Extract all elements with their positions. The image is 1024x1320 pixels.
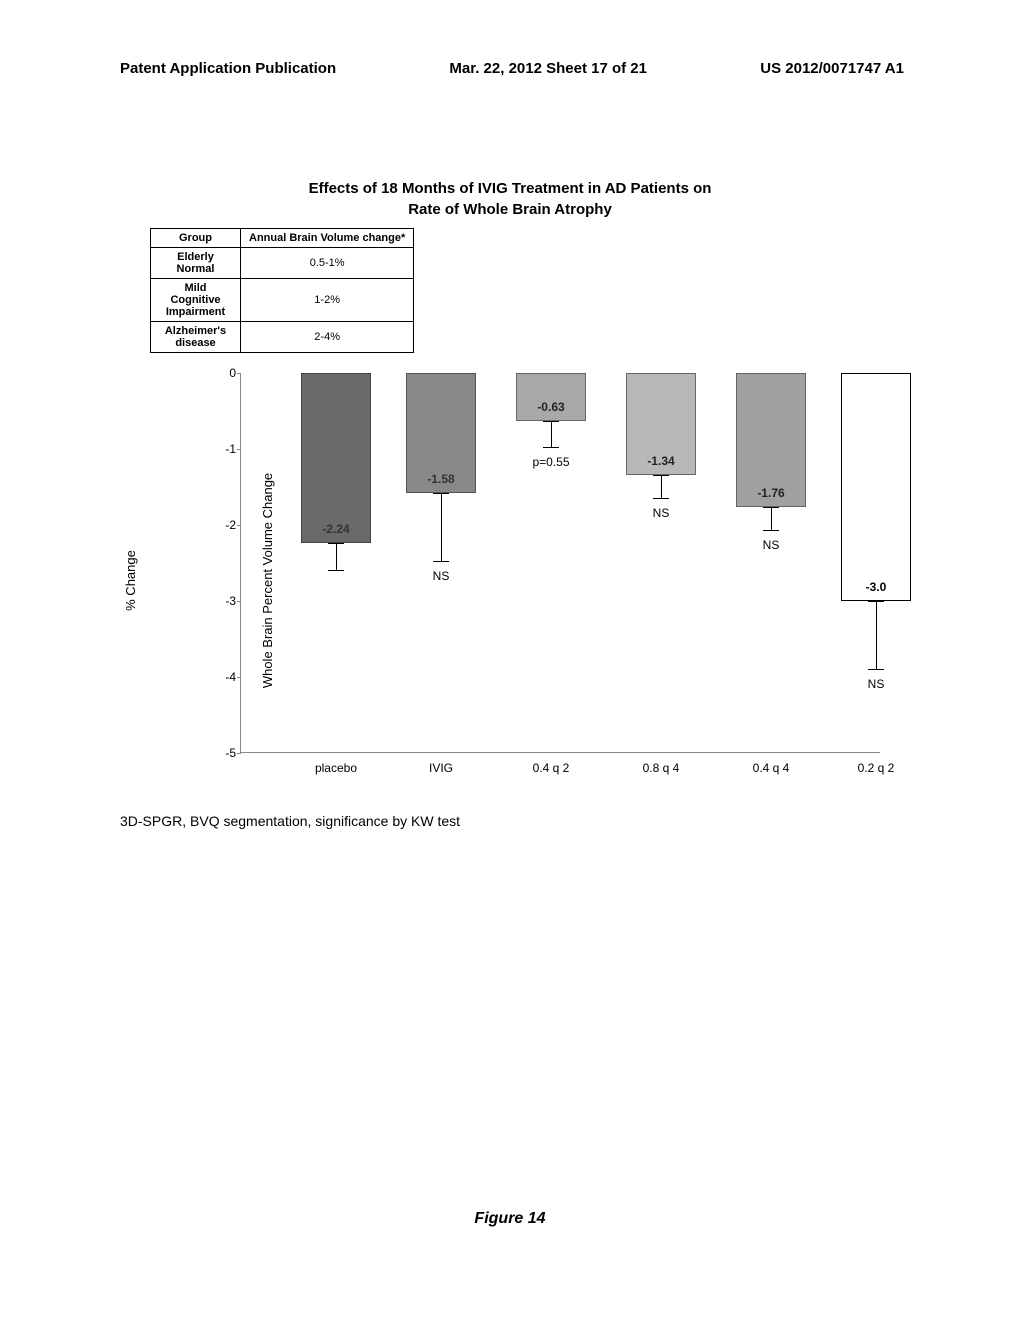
error-cap	[543, 421, 559, 422]
table-row: Elderly Normal0.5-1%	[151, 248, 414, 279]
significance-label: NS	[626, 506, 696, 520]
error-cap	[763, 530, 779, 531]
table-cell: Elderly Normal	[151, 248, 241, 279]
error-cap	[328, 570, 344, 571]
y-tick-label: -2	[211, 518, 236, 532]
bar: -2.24	[301, 373, 371, 543]
error-cap	[868, 601, 884, 602]
bar-value-label: -1.76	[737, 486, 805, 500]
table-header: Group	[151, 229, 241, 248]
table-row: Mild Cognitive Impairment1-2%	[151, 279, 414, 322]
chart-footnote: 3D-SPGR, BVQ segmentation, significance …	[120, 813, 900, 829]
y-tick-label: -1	[211, 442, 236, 456]
x-tick-label: 0.2 q 2	[836, 761, 916, 775]
x-tick-label: 0.4 q 2	[511, 761, 591, 775]
table-cell: 2-4%	[241, 322, 414, 353]
x-tick-label: placebo	[296, 761, 376, 775]
chart-title-line1: Effects of 18 Months of IVIG Treatment i…	[120, 180, 900, 197]
bar: -0.63	[516, 373, 586, 421]
table-cell: Alzheimer's disease	[151, 322, 241, 353]
bar: -1.58	[406, 373, 476, 493]
error-bar	[336, 543, 337, 570]
y-axis-outer-label: % Change	[123, 550, 138, 611]
y-tick-mark	[237, 753, 241, 754]
y-tick-label: -5	[211, 746, 236, 760]
y-tick-label: -3	[211, 594, 236, 608]
bar: -3.0	[841, 373, 911, 601]
bar-value-label: -1.34	[627, 454, 695, 468]
bar-value-label: -2.24	[302, 522, 370, 536]
error-cap	[433, 561, 449, 562]
error-bar	[551, 421, 552, 448]
y-tick-mark	[237, 525, 241, 526]
figure-content: Effects of 18 Months of IVIG Treatment i…	[120, 180, 900, 829]
error-bar	[441, 493, 442, 561]
header-center: Mar. 22, 2012 Sheet 17 of 21	[449, 60, 647, 77]
header-left: Patent Application Publication	[120, 60, 336, 77]
table-cell: 0.5-1%	[241, 248, 414, 279]
y-tick-mark	[237, 373, 241, 374]
bar-chart: % Change Whole Brain Percent Volume Chan…	[140, 373, 900, 793]
y-tick-mark	[237, 677, 241, 678]
bar-value-label: -0.63	[517, 400, 585, 414]
error-bar	[876, 601, 877, 669]
table-row: Alzheimer's disease2-4%	[151, 322, 414, 353]
error-bar	[661, 475, 662, 498]
y-tick-mark	[237, 601, 241, 602]
error-cap	[868, 669, 884, 670]
error-cap	[763, 507, 779, 508]
y-tick-mark	[237, 449, 241, 450]
error-cap	[433, 493, 449, 494]
chart-title-line2: Rate of Whole Brain Atrophy	[120, 201, 900, 218]
significance-label: NS	[841, 677, 911, 691]
x-tick-label: IVIG	[401, 761, 481, 775]
table-header: Annual Brain Volume change*	[241, 229, 414, 248]
y-tick-label: 0	[211, 366, 236, 380]
header-right: US 2012/0071747 A1	[760, 60, 904, 77]
reference-table: GroupAnnual Brain Volume change* Elderly…	[150, 228, 414, 353]
bar: -1.34	[626, 373, 696, 475]
error-bar	[771, 507, 772, 530]
significance-label: NS	[736, 538, 806, 552]
x-tick-label: 0.8 q 4	[621, 761, 701, 775]
bar-value-label: -3.0	[842, 580, 910, 594]
y-tick-label: -4	[211, 670, 236, 684]
significance-label: p=0.55	[516, 455, 586, 469]
error-cap	[653, 475, 669, 476]
error-cap	[653, 498, 669, 499]
table-cell: Mild Cognitive Impairment	[151, 279, 241, 322]
bar: -1.76	[736, 373, 806, 507]
significance-label: NS	[406, 569, 476, 583]
error-cap	[543, 447, 559, 448]
figure-caption: Figure 14	[120, 1210, 900, 1228]
page-header: Patent Application Publication Mar. 22, …	[0, 60, 1024, 77]
table-cell: 1-2%	[241, 279, 414, 322]
error-cap	[328, 543, 344, 544]
x-tick-label: 0.4 q 4	[731, 761, 811, 775]
bar-value-label: -1.58	[407, 472, 475, 486]
plot-area: 0-1-2-3-4-5-2.24placebo-1.58NSIVIG-0.63p…	[240, 373, 880, 753]
